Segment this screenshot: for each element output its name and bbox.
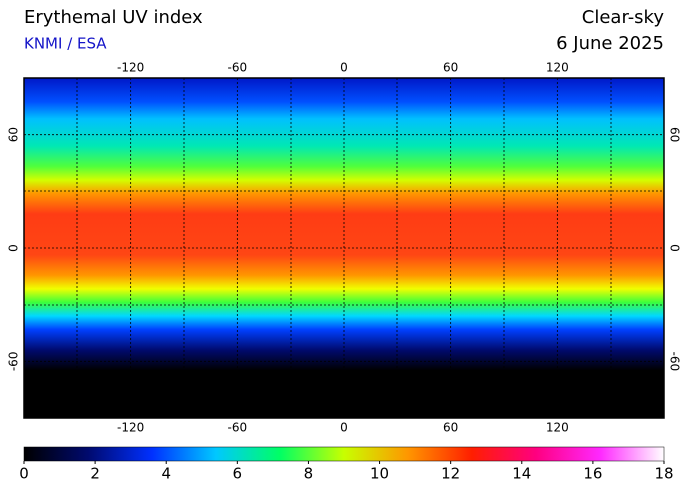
colorbar-tick-label: 6	[233, 465, 243, 483]
x-tick-label-top: -60	[228, 61, 248, 75]
y-tick-label-right: -60	[668, 352, 682, 372]
colorbar-tick-label: 0	[19, 465, 29, 483]
colorbar-tick-label: 8	[304, 465, 314, 483]
colorbar-tick-label: 10	[370, 465, 389, 483]
colorbar-tick-label: 16	[583, 465, 602, 483]
colorbar-tick-label: 12	[441, 465, 460, 483]
x-tick-label-bottom: -120	[117, 421, 144, 435]
y-tick-label-left: 0	[7, 244, 21, 252]
map-frame	[23, 77, 665, 419]
x-tick-label-top: 60	[443, 61, 458, 75]
x-tick-label-bottom: -60	[228, 421, 248, 435]
x-tick-label-top: 0	[340, 61, 348, 75]
colorbar	[23, 446, 665, 462]
y-tick-label-left: 60	[7, 127, 21, 142]
condition: Clear-sky	[582, 7, 665, 28]
colorbar-tick-label: 2	[90, 465, 100, 483]
x-tick-label-top: -120	[117, 61, 144, 75]
colorbar-tick-label: 14	[512, 465, 531, 483]
x-tick-label-top: 120	[546, 61, 569, 75]
title: Erythemal UV index	[24, 7, 203, 28]
colorbar-tick-label: 4	[161, 465, 171, 483]
y-tick-label-right: 0	[668, 244, 682, 252]
date: 6 June 2025	[556, 33, 664, 54]
x-tick-label-bottom: 0	[340, 421, 348, 435]
colorbar-tick-label: 18	[654, 465, 673, 483]
x-tick-label-bottom: 120	[546, 421, 569, 435]
subtitle: KNMI / ESA	[24, 35, 107, 53]
y-tick-label-right: 60	[668, 127, 682, 142]
y-tick-label-left: -60	[7, 352, 21, 372]
x-tick-label-bottom: 60	[443, 421, 458, 435]
